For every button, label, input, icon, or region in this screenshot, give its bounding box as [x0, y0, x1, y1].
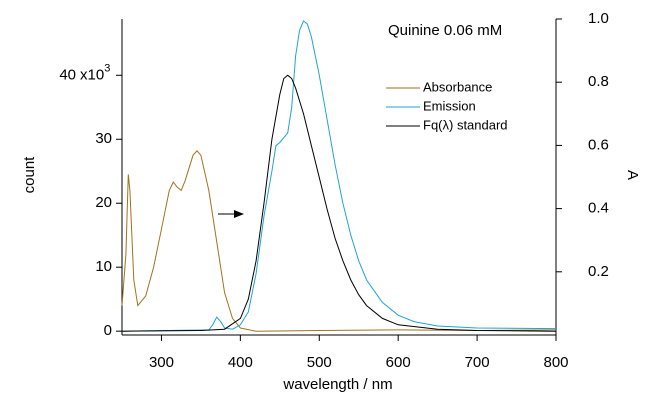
x-tick-label: 600	[386, 354, 411, 371]
series-line	[121, 20, 557, 332]
y-multiplier-exponent: 3	[104, 62, 110, 74]
y2-axis-label: A	[624, 170, 641, 180]
y2-tick-label: 1.0	[588, 10, 609, 27]
y2-tick-label: 0.2	[588, 263, 609, 280]
series-line	[121, 74, 557, 332]
y-tick-label: 0	[104, 322, 112, 339]
y-multiplier: x103	[80, 62, 110, 83]
chart-title: Quinine 0.06 mM	[388, 22, 502, 39]
y-tick-label: 10	[95, 258, 112, 275]
legend-label: Emission	[423, 98, 476, 113]
y-axis-label: count	[21, 156, 38, 194]
x-tick-label: 800	[543, 354, 568, 371]
arrow-head	[234, 210, 244, 218]
y-tick-label: 30	[95, 130, 112, 147]
x-tick-label: 700	[465, 354, 490, 371]
y2-tick-label: 0.6	[588, 136, 609, 153]
x-tick-label: 300	[149, 354, 174, 371]
legend-label: Absorbance	[423, 79, 492, 94]
y2-tick-label: 0.4	[588, 200, 609, 217]
series-line	[121, 150, 557, 332]
x-axis-label: wavelength / nm	[282, 376, 392, 393]
x-tick-label: 400	[228, 354, 253, 371]
legend-label: Fq(λ) standard	[423, 117, 508, 132]
y2-tick-label: 0.8	[588, 73, 609, 90]
x-tick-label: 500	[307, 354, 332, 371]
y-tick-label: 20	[95, 194, 112, 211]
y-tick-label: 40	[59, 66, 76, 83]
